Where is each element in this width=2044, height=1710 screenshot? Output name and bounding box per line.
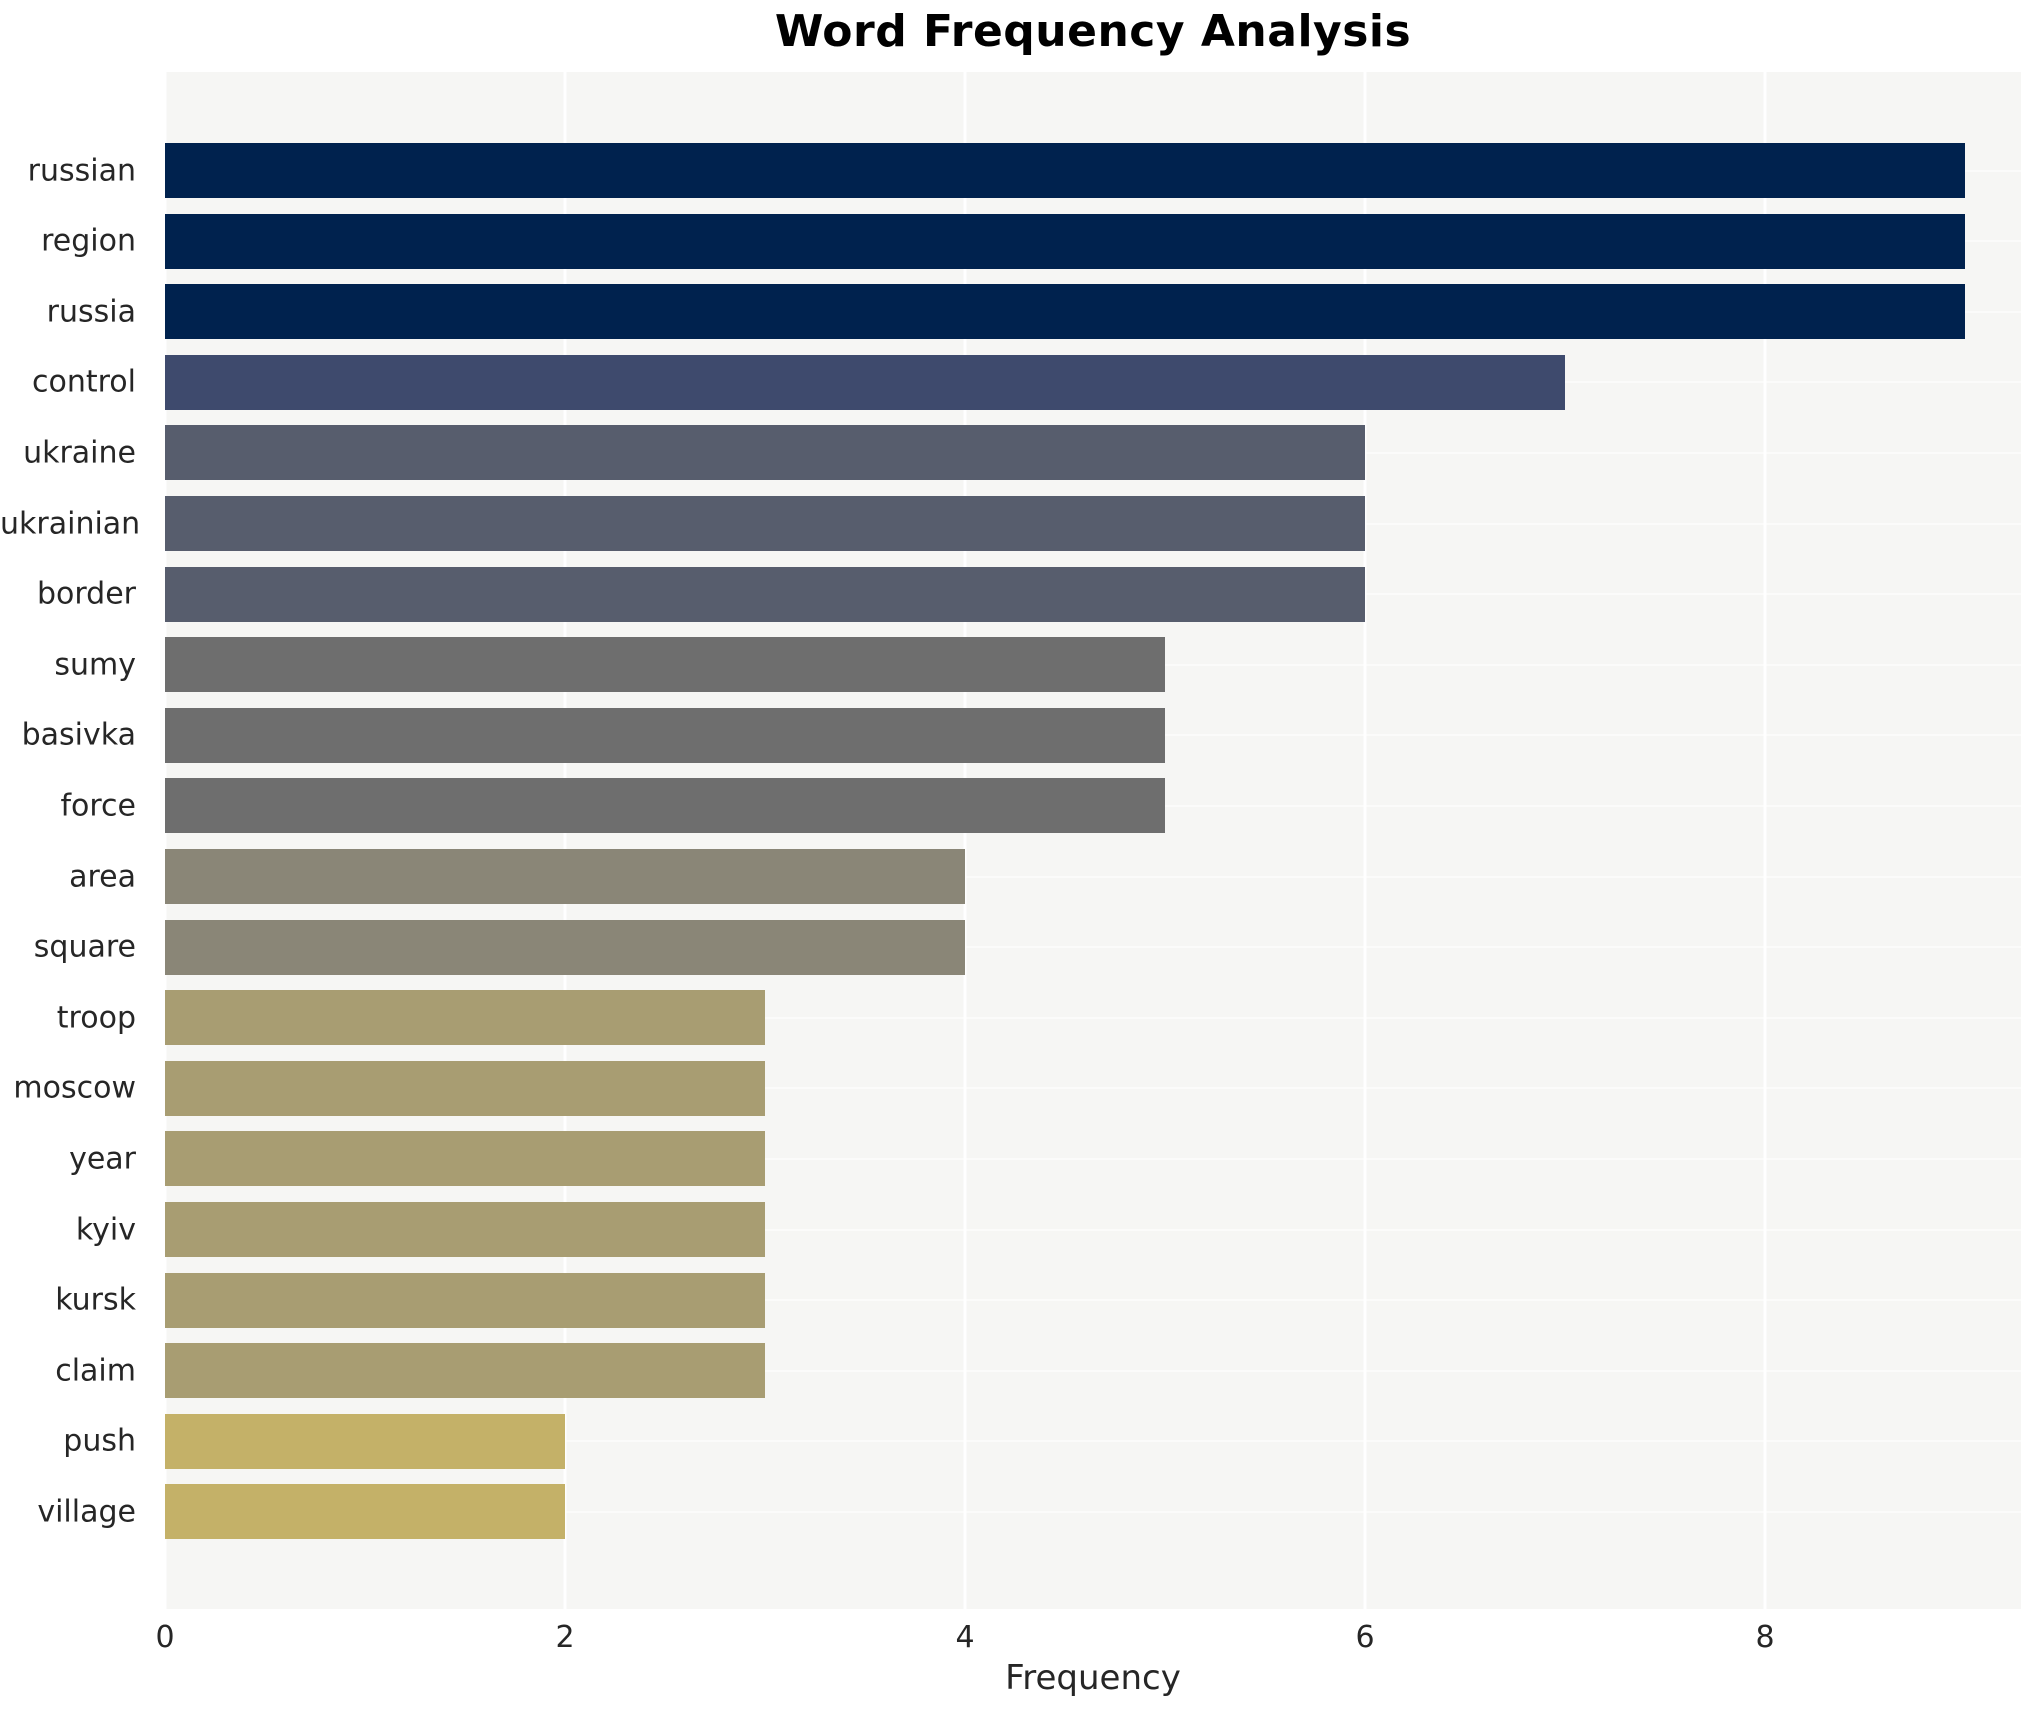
x-tick-label-4: 4 [955, 1620, 975, 1655]
bar-sumy [165, 637, 1165, 693]
h-gridline-area [165, 875, 2021, 878]
h-gridline-kursk [165, 1299, 2021, 1302]
y-label-russia: russia [46, 294, 136, 330]
bar-region [165, 213, 1965, 269]
y-label-kursk: kursk [55, 1282, 136, 1318]
h-gridline-push [165, 1440, 2021, 1443]
y-label-ukrainian: ukrainian [0, 506, 141, 541]
y-label-claim: claim [55, 1353, 136, 1389]
v-gridline-6 [1363, 72, 1367, 1609]
h-gridline-village [165, 1510, 2021, 1513]
y-label-kyiv: kyiv [75, 1212, 136, 1247]
h-gridline-kyiv [165, 1228, 2021, 1231]
y-label-moscow: moscow [13, 1070, 136, 1106]
bar-push [165, 1413, 565, 1469]
bar-control [165, 354, 1565, 410]
bar-claim [165, 1343, 765, 1399]
h-gridline-claim [165, 1369, 2021, 1372]
y-label-village: village [37, 1494, 136, 1530]
bar-kursk [165, 1272, 765, 1328]
h-gridline-square [165, 946, 2021, 949]
y-label-basivka: basivka [21, 717, 136, 753]
bar-troop [165, 990, 765, 1046]
y-label-ukraine: ukraine [23, 435, 136, 471]
x-tick-label-8: 8 [1755, 1620, 1775, 1655]
bar-basivka [165, 707, 1165, 763]
bar-russian [165, 143, 1965, 198]
y-label-square: square [33, 929, 136, 965]
bar-ukraine [165, 425, 1365, 481]
x-axis-title: Frequency [1005, 1658, 1181, 1698]
x-tick-label-6: 6 [1355, 1620, 1375, 1655]
plot-area [163, 72, 2021, 1609]
y-label-region: region [41, 223, 136, 259]
x-tick-label-0: 0 [155, 1620, 175, 1655]
y-label-russian: russian [27, 153, 136, 188]
bar-force [165, 778, 1165, 834]
y-label-push: push [63, 1423, 136, 1459]
v-gridline-4 [963, 72, 967, 1609]
v-gridline-0 [163, 72, 167, 1609]
y-label-sumy: sumy [54, 647, 136, 683]
bar-ukrainian [165, 496, 1365, 551]
y-label-control: control [32, 364, 136, 400]
bar-area [165, 849, 965, 904]
h-gridline-troop [165, 1016, 2021, 1019]
bar-year [165, 1131, 765, 1187]
bar-kyiv [165, 1202, 765, 1257]
h-gridline-year [165, 1157, 2021, 1160]
chart-title: Word Frequency Analysis [774, 6, 1412, 57]
v-gridline-2 [563, 72, 567, 1609]
bar-moscow [165, 1060, 765, 1116]
h-gridline-moscow [165, 1087, 2021, 1090]
y-label-year: year [69, 1141, 136, 1177]
bar-border [165, 566, 1365, 622]
x-tick-label-2: 2 [555, 1620, 575, 1655]
bar-russia [165, 284, 1965, 340]
bar-square [165, 919, 965, 975]
bar-village [165, 1484, 565, 1540]
y-label-area: area [69, 859, 136, 894]
y-label-border: border [36, 576, 136, 612]
y-label-troop: troop [56, 1000, 136, 1036]
v-gridline-8 [1763, 72, 1767, 1609]
y-label-force: force [60, 788, 136, 824]
